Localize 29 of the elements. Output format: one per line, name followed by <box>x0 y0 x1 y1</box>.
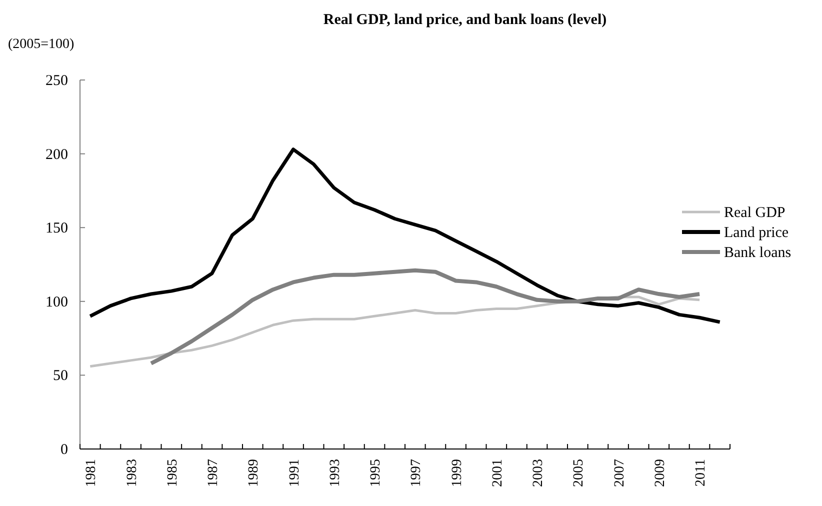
x-tick-label: 1981 <box>84 459 100 487</box>
x-tick-label: 2005 <box>572 459 587 487</box>
y-tick-label: 250 <box>46 73 68 89</box>
y-tick-label: 100 <box>46 294 68 310</box>
y-tick-label: 50 <box>53 368 68 384</box>
y-axis-title: (2005=100) <box>8 37 75 52</box>
x-tick-label: 2007 <box>612 459 628 487</box>
legend-label: Land price <box>724 225 789 241</box>
x-tick-label: 2009 <box>652 459 668 487</box>
x-tick-label: 2001 <box>490 459 506 487</box>
chart-title: Real GDP, land price, and bank loans (level) <box>323 12 607 28</box>
legend-label: Real GDP <box>724 205 786 221</box>
line-series <box>88 148 722 324</box>
x-tick-label: 1993 <box>328 459 343 487</box>
x-tick-label: 1991 <box>287 459 302 487</box>
legend-label: Bank loans <box>724 245 792 261</box>
x-tick-label: 1997 <box>409 459 424 487</box>
line-series <box>149 268 702 366</box>
y-tick-label: 200 <box>46 146 68 163</box>
x-tick-label: 1999 <box>450 459 465 487</box>
y-tick-label: 150 <box>46 220 68 237</box>
x-tick-label: 1995 <box>368 459 384 487</box>
y-tick-label: 0 <box>60 442 68 458</box>
x-tick-label: 2011 <box>694 459 709 486</box>
x-tick-label: 2003 <box>531 459 546 487</box>
x-tick-label: 1983 <box>124 459 140 487</box>
x-tick-label: 1989 <box>246 459 262 487</box>
x-tick-label: 1985 <box>165 459 180 487</box>
x-tick-label: 1987 <box>206 459 222 487</box>
